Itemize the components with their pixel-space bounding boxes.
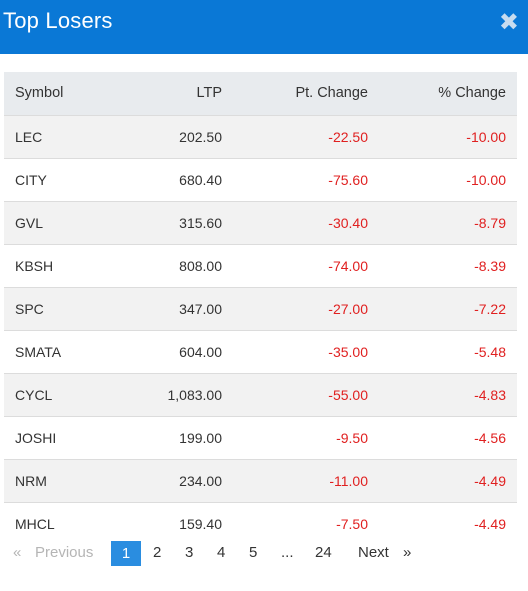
pct-change-cell: -7.22 (474, 300, 506, 317)
table-row[interactable]: JOSHI 199.00 -9.50 -4.56 (4, 416, 517, 459)
pt-change-cell: -9.50 (336, 429, 368, 446)
symbol-cell: GVL (15, 214, 44, 231)
table-row[interactable]: SPC 347.00 -27.00 -7.22 (4, 287, 517, 330)
symbol-cell: CITY (15, 171, 47, 188)
page-button-4[interactable]: 4 (217, 544, 226, 561)
symbol-cell: SPC (15, 300, 44, 317)
symbol-cell: KBSH (15, 257, 54, 274)
table-row[interactable]: GVL 315.60 -30.40 -8.79 (4, 201, 517, 244)
pct-change-cell: -4.56 (474, 429, 506, 446)
ltp-cell: 347.00 (179, 300, 222, 317)
column-header-pct-change[interactable]: % Change (438, 85, 506, 102)
page-button-5[interactable]: 5 (249, 544, 258, 561)
next-button[interactable]: Next (358, 544, 389, 561)
top-losers-table-container: Symbol LTP Pt. Change % Change LEC 202.50… (4, 72, 517, 545)
top-losers-table: Symbol LTP Pt. Change % Change LEC 202.50… (4, 72, 517, 545)
ltp-cell: 604.00 (179, 343, 222, 360)
table-row[interactable]: CYCL 1,083.00 -55.00 -4.83 (4, 373, 517, 416)
page-button-24[interactable]: 24 (315, 544, 332, 561)
symbol-cell: SMATA (15, 343, 62, 360)
modal-header: Top Losers ✖ (0, 0, 528, 54)
ltp-cell: 199.00 (179, 429, 222, 446)
next-arrow-icon[interactable]: » (403, 544, 412, 561)
ltp-cell: 680.40 (179, 171, 222, 188)
page-button-2[interactable]: 2 (153, 544, 162, 561)
symbol-cell: LEC (15, 128, 43, 145)
pct-change-cell: -10.00 (466, 171, 506, 188)
ltp-cell: 234.00 (179, 472, 222, 489)
symbol-cell: MHCL (15, 515, 55, 532)
pct-change-cell: -8.39 (474, 257, 506, 274)
pt-change-cell: -35.00 (328, 343, 368, 360)
ltp-cell: 1,083.00 (167, 386, 223, 403)
pt-change-cell: -22.50 (328, 128, 368, 145)
close-icon[interactable]: ✖ (498, 9, 519, 36)
pagination: « Previous 1 2 3 4 5 ... 24 Next » (0, 541, 528, 567)
table-row[interactable]: MHCL 159.40 -7.50 -4.49 (4, 502, 517, 545)
pt-change-cell: -30.40 (328, 214, 368, 231)
pt-change-cell: -7.50 (336, 515, 368, 532)
ltp-cell: 202.50 (179, 128, 222, 145)
table-row[interactable]: NRM 234.00 -11.00 -4.49 (4, 459, 517, 502)
table-row[interactable]: LEC 202.50 -22.50 -10.00 (4, 115, 517, 158)
column-header-pt-change[interactable]: Pt. Change (295, 85, 368, 102)
table-header-row: Symbol LTP Pt. Change % Change (4, 72, 517, 115)
page-button-3[interactable]: 3 (185, 544, 194, 561)
pt-change-cell: -11.00 (329, 472, 368, 489)
ltp-cell: 159.40 (179, 515, 222, 532)
pct-change-cell: -4.83 (474, 386, 506, 403)
previous-button: Previous (35, 544, 94, 561)
page-button-1[interactable]: 1 (111, 541, 141, 566)
symbol-cell: CYCL (15, 386, 53, 403)
pt-change-cell: -27.00 (328, 300, 368, 317)
ltp-cell: 808.00 (179, 257, 222, 274)
pt-change-cell: -55.00 (328, 386, 368, 403)
pt-change-cell: -74.00 (328, 257, 368, 274)
pt-change-cell: -75.60 (328, 171, 368, 188)
ltp-cell: 315.60 (179, 214, 222, 231)
pct-change-cell: -4.49 (474, 472, 506, 489)
pct-change-cell: -10.00 (466, 128, 506, 145)
symbol-cell: JOSHI (15, 429, 57, 446)
table-row[interactable]: CITY 680.40 -75.60 -10.00 (4, 158, 517, 201)
pct-change-cell: -4.49 (474, 515, 506, 532)
previous-arrow-icon: « (13, 544, 22, 561)
column-header-symbol[interactable]: Symbol (15, 85, 64, 102)
table-row[interactable]: KBSH 808.00 -74.00 -8.39 (4, 244, 517, 287)
page-ellipsis: ... (281, 544, 294, 561)
modal-title: Top Losers (3, 8, 113, 33)
symbol-cell: NRM (15, 472, 47, 489)
pct-change-cell: -5.48 (474, 343, 506, 360)
column-header-ltp[interactable]: LTP (196, 85, 222, 102)
table-row[interactable]: SMATA 604.00 -35.00 -5.48 (4, 330, 517, 373)
pct-change-cell: -8.79 (474, 214, 506, 231)
